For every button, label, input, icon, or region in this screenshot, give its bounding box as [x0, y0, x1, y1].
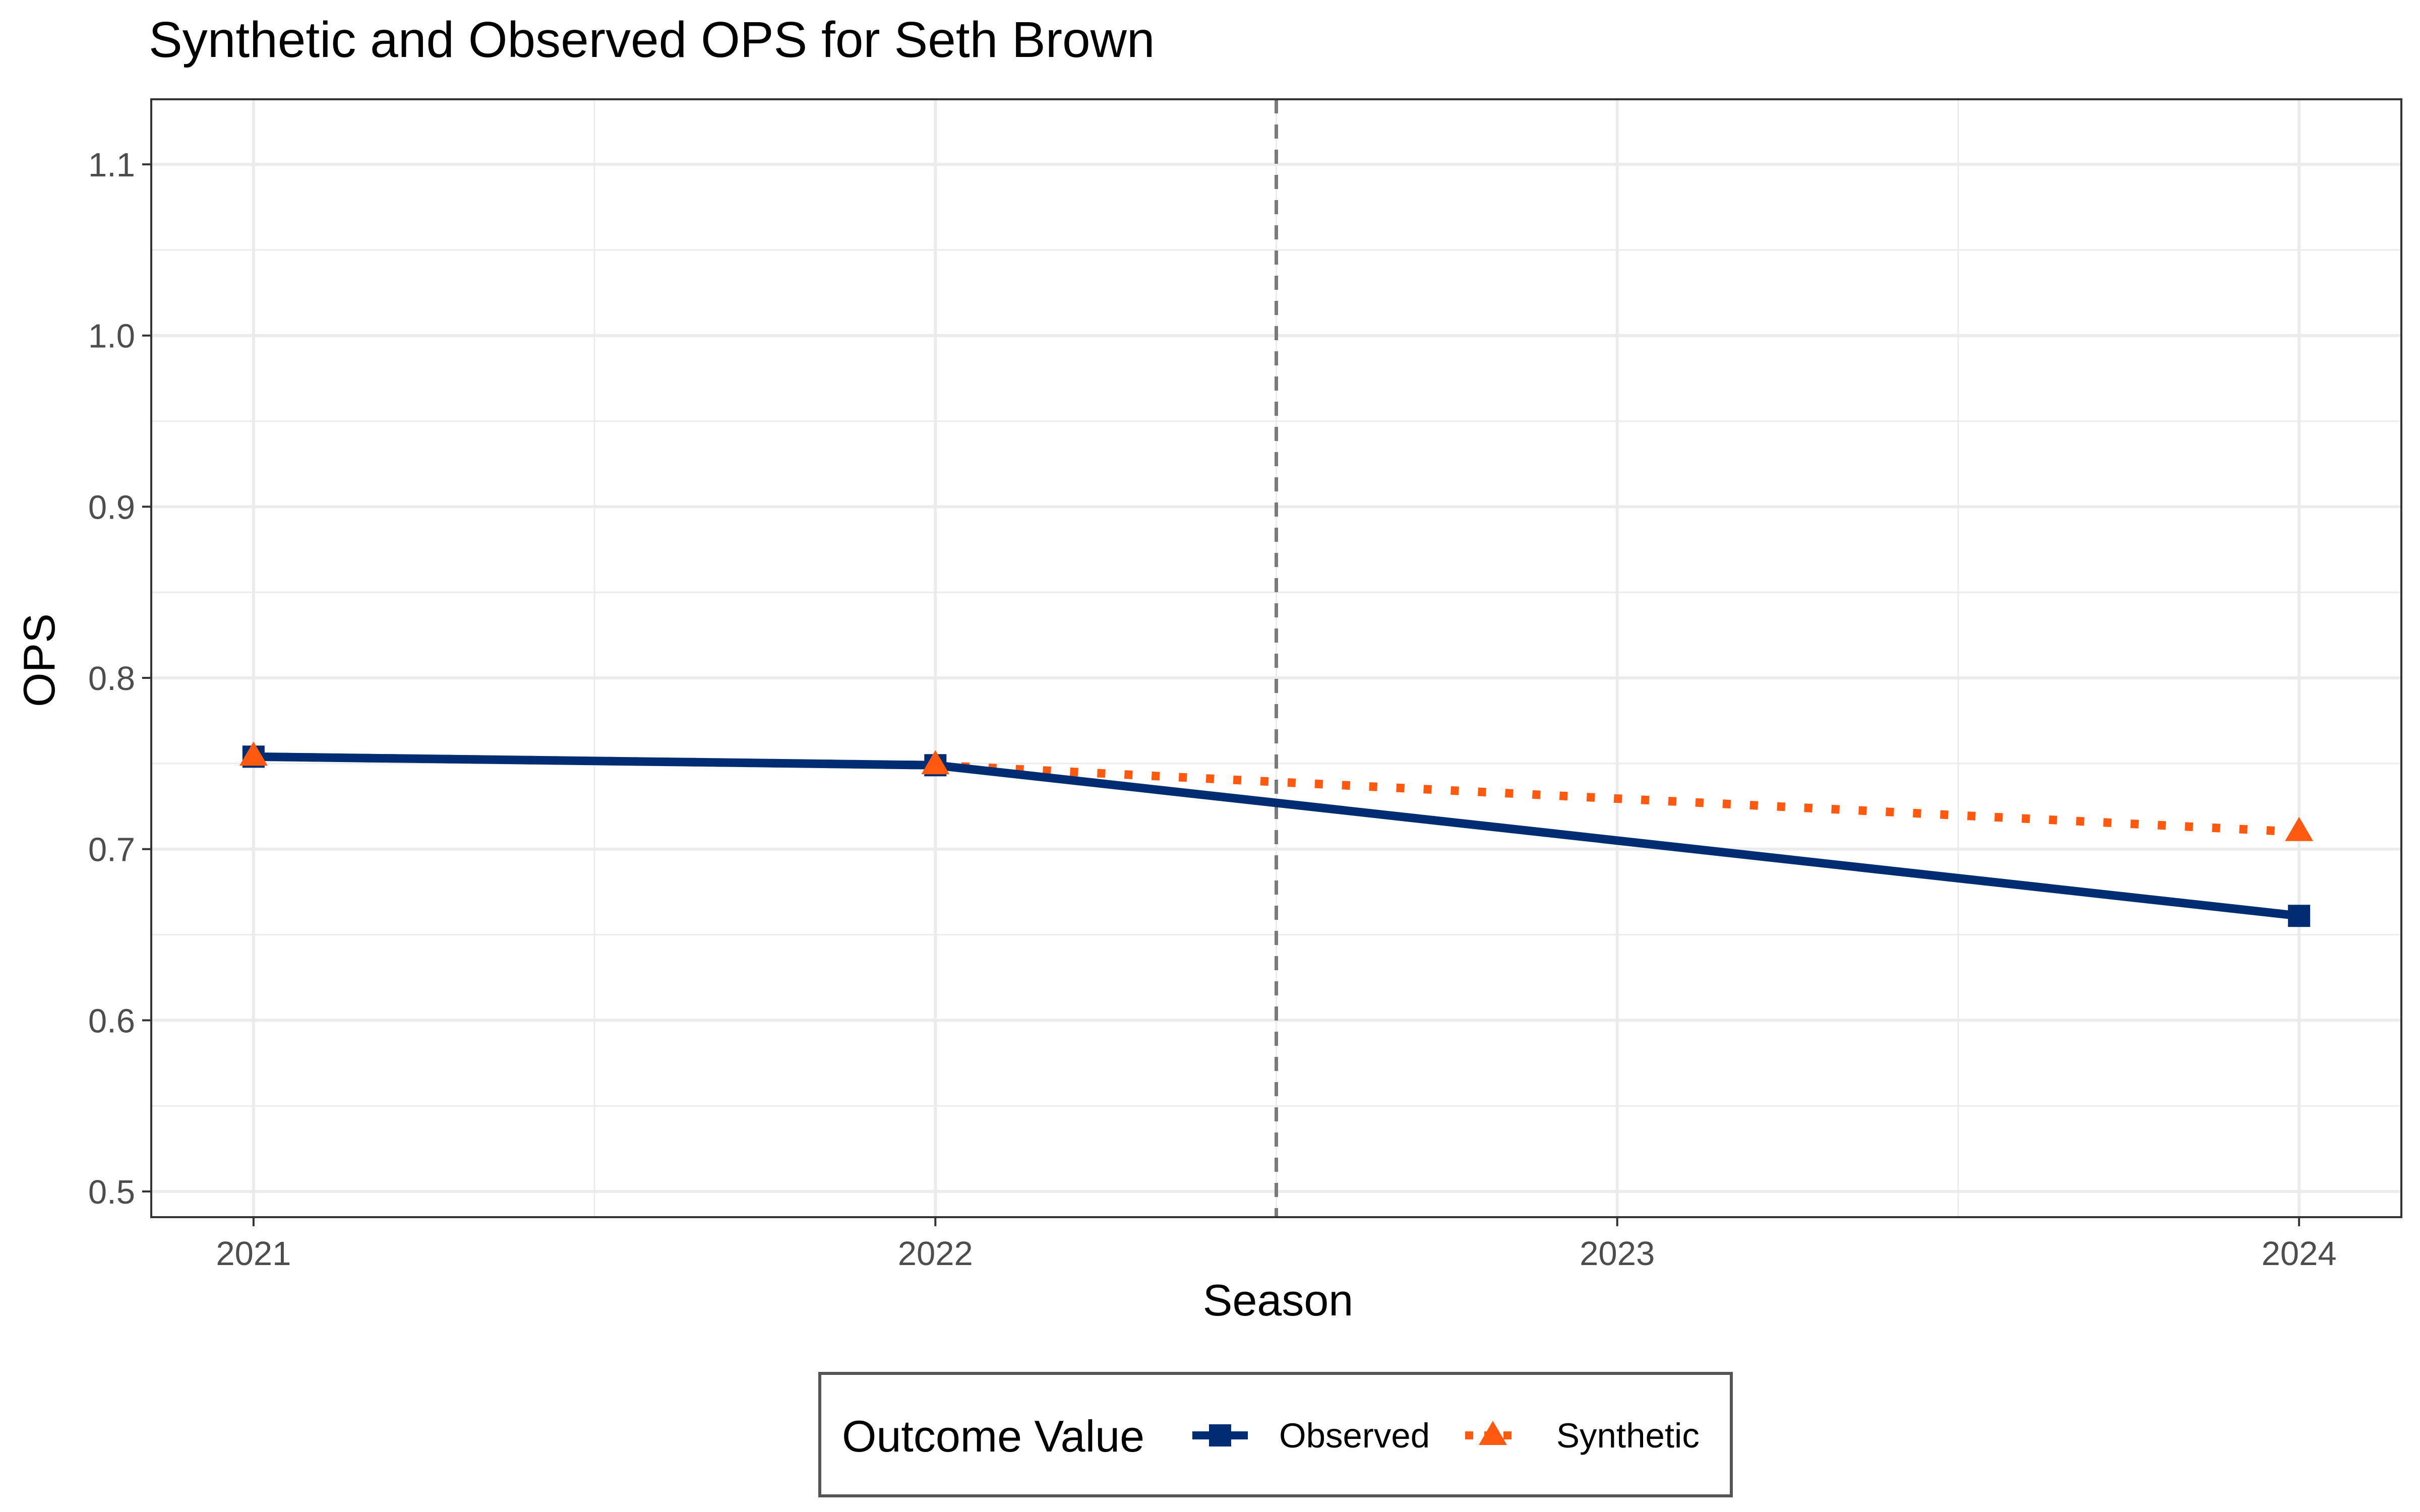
legend-title: Outcome Value: [842, 1411, 1144, 1461]
y-tick-label: 0.9: [88, 488, 135, 526]
x-tick-label: 2022: [898, 1235, 973, 1273]
y-tick-label: 1.1: [88, 146, 135, 184]
legend-key-synthetic-marker: [1479, 1421, 1507, 1445]
y-tick-label: 0.7: [88, 831, 135, 869]
legend: Outcome Value Observed Synthetic: [818, 1372, 1733, 1497]
x-axis-title: Season: [1203, 1275, 1353, 1325]
legend-label-observed: Observed: [1279, 1416, 1430, 1455]
legend-box: [818, 1372, 1733, 1497]
plot-panel: 0.5 0.6 0.7 0.8 0.9 1.0 1.1 2021 2022 2023 2024: [88, 98, 2402, 1273]
y-tick-label: 0.6: [88, 1002, 135, 1040]
y-tick-label: 0.8: [88, 660, 135, 698]
synthetic-point-marker: [239, 741, 268, 766]
chart-title: Synthetic and Observed OPS for Seth Brow…: [149, 12, 1155, 68]
x-tick-label: 2024: [2262, 1235, 2337, 1273]
panel-border: [150, 98, 2402, 1218]
synthetic-point-marker: [921, 750, 950, 775]
y-tick-label: 0.5: [88, 1173, 135, 1211]
x-tick-label: 2021: [216, 1235, 291, 1273]
y-axis-title: OPS: [14, 613, 64, 707]
y-tick-label: 1.0: [88, 318, 135, 355]
x-tick-label: 2023: [1580, 1235, 1655, 1273]
legend-label-synthetic: Synthetic: [1556, 1416, 1700, 1455]
observed-point-marker: [2288, 905, 2311, 927]
synthetic-point-marker: [2285, 816, 2314, 841]
legend-key-observed-marker: [1209, 1424, 1231, 1446]
